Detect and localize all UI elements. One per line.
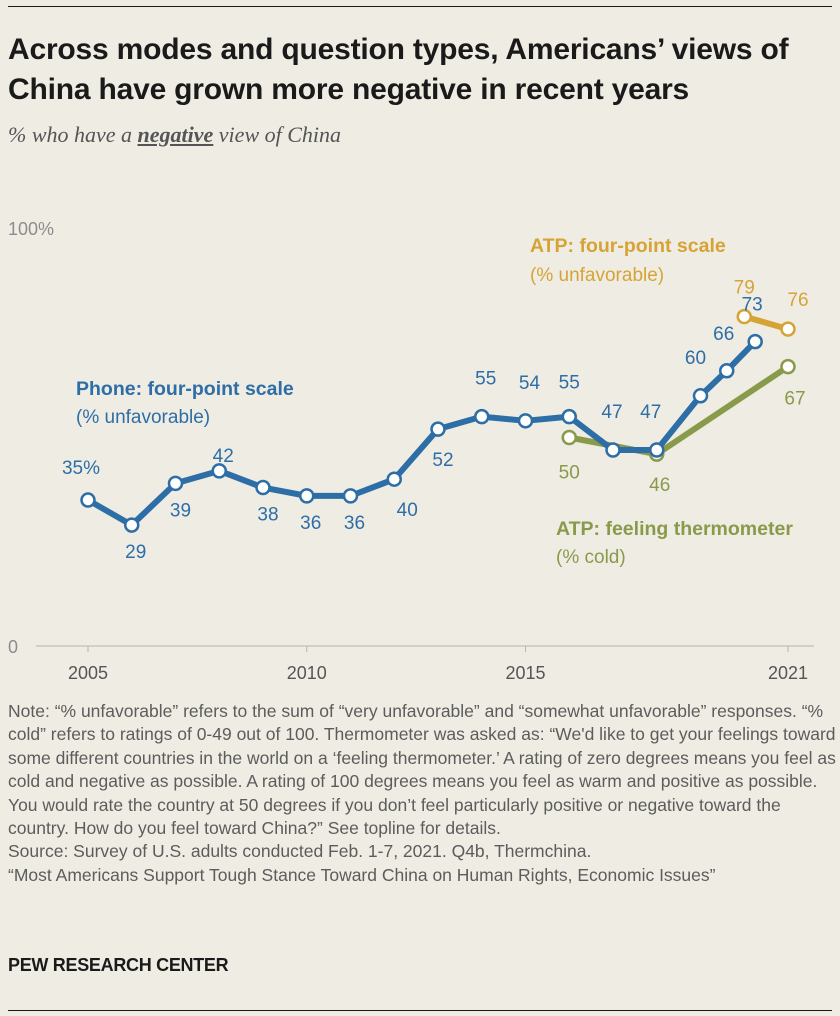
data-point-atp_fourpoint xyxy=(736,308,752,325)
source-text: Source: Survey of U.S. adults conducted … xyxy=(8,841,592,862)
data-point-phone xyxy=(124,517,140,533)
series-sublabel-phone: (% unfavorable) xyxy=(76,407,210,428)
subtitle-suffix: view of China xyxy=(213,122,342,147)
data-label-atp_fourpoint: 76 xyxy=(787,290,808,311)
report-title: “Most Americans Support Tough Stance Tow… xyxy=(8,864,716,885)
data-point-phone xyxy=(649,442,665,458)
data-label-thermometer: 50 xyxy=(559,463,580,484)
data-point-phone xyxy=(211,463,227,479)
series-labels: Phone: four-point scale (% unfavorable) AT… xyxy=(76,235,793,568)
line-chart: 100% 0 2005 2010 2015 2021 35% 29 39 42 38 36 36 40 5… xyxy=(8,219,814,683)
data-point-phone xyxy=(299,488,315,504)
data-label-phone: 42 xyxy=(213,446,234,467)
data-label-phone: 60 xyxy=(685,348,706,369)
data-point-atp_fourpoint xyxy=(780,321,796,337)
data-point-phone xyxy=(386,471,402,487)
series-label-atp_fourpoint: ATP: four-point scale xyxy=(530,235,726,257)
data-label-thermometer: 46 xyxy=(649,475,670,496)
data-point-thermometer xyxy=(780,358,796,375)
x-tick-label: 2021 xyxy=(768,663,808,683)
brand-logo-text: PEW RESEARCH CENTER xyxy=(8,955,229,975)
data-label-phone: 47 xyxy=(601,402,622,423)
series-points xyxy=(80,308,796,533)
axes: 100% 0 2005 2010 2015 2021 xyxy=(8,219,814,683)
data-point-phone xyxy=(255,479,271,496)
bottom-rule xyxy=(8,1010,832,1011)
data-label-phone: 55 xyxy=(475,369,496,390)
data-point-phone xyxy=(517,413,534,429)
data-label-phone: 29 xyxy=(125,542,146,563)
data-point-phone xyxy=(561,408,577,425)
data-label-phone: 39 xyxy=(170,500,191,521)
y-tick-label: 0 xyxy=(8,637,18,657)
note-text: Note: “% unfavorable” refers to the sum … xyxy=(8,701,836,839)
x-tick-label: 2005 xyxy=(68,663,108,683)
data-point-phone xyxy=(747,333,763,350)
data-point-phone xyxy=(430,421,446,437)
data-label-phone: 55 xyxy=(559,373,580,394)
data-label-phone: 36 xyxy=(344,513,365,534)
data-label-phone: 73 xyxy=(742,295,763,316)
y-tick-label: 100% xyxy=(8,219,54,239)
data-point-thermometer xyxy=(561,429,577,446)
data-point-phone xyxy=(342,488,359,504)
data-label-thermometer: 67 xyxy=(784,389,805,410)
data-label-phone: 35% xyxy=(62,458,100,479)
series-label-phone: Phone: four-point scale xyxy=(76,378,294,400)
data-label-atp_fourpoint: 79 xyxy=(734,278,755,299)
subtitle-emphasis: negative xyxy=(137,122,214,147)
data-point-phone xyxy=(605,442,621,458)
chart-subtitle: % who have a negative view of China xyxy=(8,122,341,148)
data-point-phone xyxy=(474,408,490,425)
data-point-phone xyxy=(80,492,96,508)
data-point-phone xyxy=(167,475,184,492)
data-point-phone xyxy=(719,363,735,379)
series-label-thermometer: ATP: feeling thermometer xyxy=(556,518,793,540)
data-label-phone: 54 xyxy=(519,373,541,394)
chart-notes: Note: “% unfavorable” refers to the sum … xyxy=(8,700,836,887)
data-label-phone: 47 xyxy=(640,402,661,423)
series-line-phone xyxy=(85,338,759,529)
subtitle-prefix: % who have a xyxy=(8,122,138,147)
data-point-phone xyxy=(692,388,709,404)
top-rule xyxy=(8,6,832,7)
series-sublabel-thermometer: (% cold) xyxy=(556,547,626,568)
data-label-phone: 52 xyxy=(432,450,453,471)
x-tick-label: 2010 xyxy=(287,663,327,683)
data-label-phone: 36 xyxy=(300,513,321,534)
data-label-phone: 38 xyxy=(257,505,278,526)
chart-title: Across modes and question types, America… xyxy=(8,33,789,106)
series-sublabel-atp_fourpoint: (% unfavorable) xyxy=(530,265,664,286)
data-label-phone: 66 xyxy=(713,324,734,345)
x-tick-label: 2015 xyxy=(505,663,545,683)
data-labels: 35% 29 39 42 38 36 36 40 52 55 54 55 47 47 60 66 73 50 46 6… xyxy=(62,278,809,564)
data-label-phone: 40 xyxy=(397,500,418,521)
